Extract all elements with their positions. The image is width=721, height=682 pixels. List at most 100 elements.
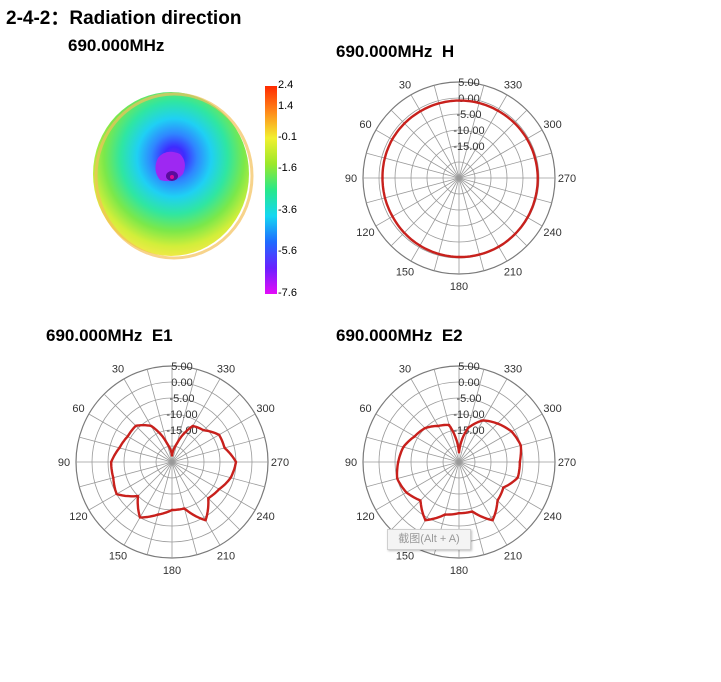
angle-tick-label: 240	[543, 227, 561, 239]
polar-spoke	[458, 461, 528, 531]
angle-tick-label: 210	[217, 551, 235, 563]
polar-spoke	[433, 369, 460, 463]
polar-spoke	[375, 177, 460, 227]
radial-tick-label: 0.00	[458, 377, 479, 389]
angle-tick-label: 270	[271, 457, 289, 469]
pattern-point	[443, 513, 447, 516]
pattern-point	[491, 519, 494, 522]
polar-spoke	[79, 436, 173, 463]
pattern-point	[134, 424, 137, 427]
angle-tick-label: 210	[504, 267, 522, 279]
pattern-point	[217, 488, 221, 491]
angle-tick-label: 330	[217, 363, 235, 375]
colorbar-tick-label: 2.4	[278, 79, 294, 91]
pattern-point	[136, 494, 140, 498]
radiation-3d-ball	[93, 92, 254, 260]
polar-spoke	[375, 413, 460, 463]
pattern-point	[396, 477, 399, 480]
pattern-point	[381, 176, 384, 180]
radial-tick-label: 5.00	[458, 361, 479, 373]
angle-tick-label: 180	[450, 565, 468, 577]
angle-tick-label: 180	[450, 281, 468, 293]
colorbar-tick-label: -5.6	[278, 245, 297, 258]
polar-spoke	[410, 177, 460, 262]
polar-spoke	[103, 393, 173, 463]
polar-spoke	[375, 129, 460, 179]
radial-tick-label: -10.00	[166, 409, 197, 421]
pattern-point	[466, 426, 470, 430]
angle-tick-label: 270	[558, 173, 576, 185]
pattern-point	[217, 433, 221, 436]
radial-tick-label: -15.00	[453, 141, 484, 153]
screenshot-tooltip: 截图(Alt + A)	[387, 529, 471, 550]
angle-tick-label: 120	[356, 511, 374, 523]
angle-tick-label: 240	[543, 511, 561, 523]
angle-tick-label: 270	[558, 457, 576, 469]
polar-grid	[75, 365, 269, 559]
polar-spoke	[458, 393, 528, 463]
angle-tick-label: 300	[543, 403, 561, 415]
polar-spoke	[171, 436, 265, 463]
polar-spoke	[458, 369, 485, 463]
pattern-point	[519, 444, 522, 447]
ball-center	[170, 175, 174, 179]
page-title: 2-4-2：Radiation direction	[6, 8, 242, 29]
pattern-point	[481, 419, 485, 422]
angle-tick-label: 150	[396, 267, 414, 279]
pattern-point	[419, 499, 422, 502]
pattern-point	[115, 492, 118, 496]
angle-tick-label: 90	[58, 457, 70, 469]
pattern-point	[496, 499, 499, 502]
pattern-point	[191, 424, 194, 428]
pattern-point	[207, 497, 210, 500]
pattern-point	[170, 508, 174, 512]
pattern-point	[419, 110, 422, 113]
radial-tick-label: -15.00	[453, 425, 484, 437]
polar-spoke	[458, 109, 528, 179]
pattern-point	[437, 424, 440, 428]
pattern-point	[234, 460, 238, 464]
pattern-point	[170, 454, 174, 457]
angle-tick-label: 30	[112, 363, 124, 375]
pattern-point	[165, 442, 169, 445]
radial-tick-label: 0.00	[171, 377, 192, 389]
polar-spoke	[458, 85, 485, 179]
angle-tick-label: 330	[504, 363, 522, 375]
polar-spoke	[390, 109, 460, 179]
polar-spoke	[171, 378, 221, 463]
pattern-point	[126, 435, 129, 438]
chart-title-h: 690.000MHz H	[336, 42, 455, 61]
colorbar-tick-label: -3.6	[278, 203, 297, 216]
ball-hotspot	[155, 151, 185, 182]
polar-spoke	[366, 436, 460, 463]
pattern-point	[423, 426, 427, 430]
polar-spoke	[410, 94, 460, 179]
pattern-point	[516, 476, 519, 479]
pattern-point	[526, 216, 529, 219]
pattern-point	[112, 476, 115, 479]
pattern-point	[391, 138, 394, 141]
angle-tick-label: 300	[543, 119, 561, 131]
angle-tick-label: 180	[163, 565, 181, 577]
polar-spoke	[123, 461, 173, 546]
pattern-point	[496, 422, 499, 425]
colorbar-tick-label: -1.6	[278, 162, 297, 175]
pattern-point	[424, 519, 427, 522]
polar-spoke	[366, 461, 460, 488]
pattern-point	[502, 486, 505, 489]
polar-spoke	[390, 461, 460, 531]
angle-tick-label: 60	[72, 403, 84, 415]
angle-tick-label: 30	[399, 79, 411, 91]
polar-spoke	[458, 461, 485, 555]
pattern-point	[183, 507, 186, 510]
angle-tick-label: 60	[359, 403, 371, 415]
pattern-point	[457, 512, 461, 515]
angle-tick-label: 120	[356, 227, 374, 239]
polar-spoke	[433, 85, 460, 179]
angle-tick-label: 30	[399, 363, 411, 375]
pattern-point	[457, 255, 461, 259]
polar-spoke	[433, 177, 460, 271]
polar-spoke	[458, 129, 543, 179]
polar-spoke	[88, 413, 173, 463]
polar-spoke	[458, 461, 552, 488]
